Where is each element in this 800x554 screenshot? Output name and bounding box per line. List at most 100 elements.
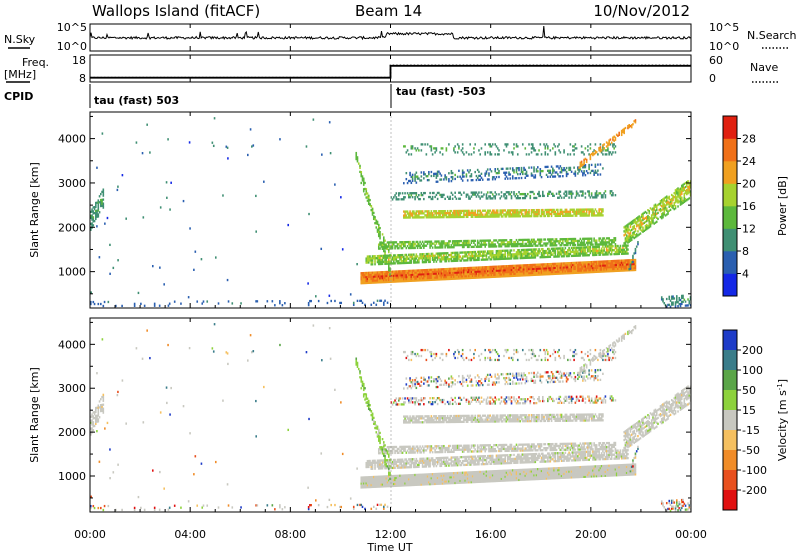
power-cell <box>180 302 182 305</box>
power-cell <box>628 232 630 235</box>
power-cell <box>334 299 336 303</box>
power-cell <box>503 275 505 278</box>
power-cell <box>505 175 508 178</box>
power-cell <box>97 213 100 216</box>
power-cell <box>476 239 479 242</box>
power-cell <box>489 143 492 146</box>
power-cell <box>102 204 105 207</box>
power-cell <box>479 211 481 214</box>
power-cell <box>401 261 404 265</box>
power-cell <box>562 214 564 217</box>
power-cell <box>466 213 469 217</box>
power-cell <box>91 218 93 221</box>
power-cell <box>518 249 520 252</box>
power-cell <box>448 240 450 243</box>
power-cell <box>380 277 383 280</box>
power-cell <box>393 254 395 257</box>
power-cell <box>425 278 428 282</box>
power-cell <box>384 280 386 284</box>
power-cell <box>434 254 436 257</box>
power-cell <box>633 224 635 228</box>
power-cell <box>516 213 519 216</box>
power-cell <box>483 274 485 277</box>
velocity-cell <box>361 480 364 483</box>
power-cell <box>426 175 429 178</box>
power-cell <box>553 266 555 270</box>
power-cell <box>602 153 604 156</box>
power-cell <box>609 270 612 273</box>
power-cell <box>488 269 490 273</box>
power-cell <box>389 245 391 248</box>
power-cell <box>90 228 92 231</box>
power-cell <box>588 271 590 274</box>
power-cell <box>96 211 98 214</box>
power-cell <box>574 214 577 217</box>
power-cell <box>610 247 613 250</box>
power-cell <box>498 275 500 278</box>
power-cell <box>530 211 533 214</box>
power-cell <box>535 153 538 156</box>
power-cell <box>409 253 411 256</box>
power-cell <box>466 251 469 254</box>
velocity-cell <box>362 482 365 485</box>
power-cell <box>539 273 542 276</box>
power-cell <box>478 256 480 259</box>
power-cell <box>518 268 520 271</box>
power-cell <box>670 297 673 300</box>
power-cell <box>97 302 100 306</box>
power-cell <box>545 242 548 245</box>
power-cell <box>458 273 460 276</box>
power-cell <box>533 212 535 216</box>
power-cell <box>495 273 498 276</box>
power-cell <box>665 207 668 210</box>
power-cell <box>538 248 540 251</box>
power-cell <box>385 258 388 261</box>
power-cell <box>563 238 565 241</box>
power-cell <box>100 200 102 204</box>
velocity-cell <box>384 485 386 488</box>
power-cell <box>520 272 523 275</box>
power-cell <box>558 251 560 254</box>
power-cell <box>548 267 550 270</box>
power-cell <box>535 269 538 272</box>
power-cell <box>406 192 409 195</box>
power-cell <box>572 263 574 267</box>
power-cell <box>578 254 580 257</box>
power-cell <box>372 281 375 284</box>
power-cell <box>480 243 483 246</box>
power-cell <box>495 211 498 214</box>
power-cell <box>410 271 413 274</box>
power-cell <box>485 254 488 257</box>
power-cell <box>456 242 459 245</box>
power-cell <box>491 176 494 179</box>
power-cell <box>553 242 555 245</box>
power-cell <box>521 274 524 277</box>
power-cell <box>478 241 480 244</box>
power-cell <box>622 261 624 264</box>
power-cell <box>416 273 419 276</box>
power-cell <box>557 208 559 212</box>
power-cell <box>542 250 544 253</box>
power-cell <box>602 208 604 211</box>
power-cell <box>440 252 443 255</box>
power-cell <box>382 249 385 253</box>
power-cell <box>396 198 399 201</box>
power-cell <box>525 170 528 173</box>
velocity-cell <box>382 485 385 488</box>
power-cell <box>415 244 418 248</box>
power-cell <box>458 243 460 247</box>
power-cell <box>555 240 558 243</box>
power-cell <box>434 216 436 219</box>
power-cell <box>385 260 388 263</box>
power-cell <box>470 211 473 214</box>
power-cell <box>418 261 420 264</box>
power-cell <box>501 275 504 278</box>
power-cell <box>416 277 419 280</box>
power-cell <box>474 215 476 218</box>
power-cell <box>423 257 425 260</box>
power-cell <box>501 241 504 244</box>
power-cell <box>562 210 564 213</box>
power-cell <box>380 281 383 284</box>
power-cell <box>575 190 578 193</box>
power-cell <box>485 258 488 261</box>
